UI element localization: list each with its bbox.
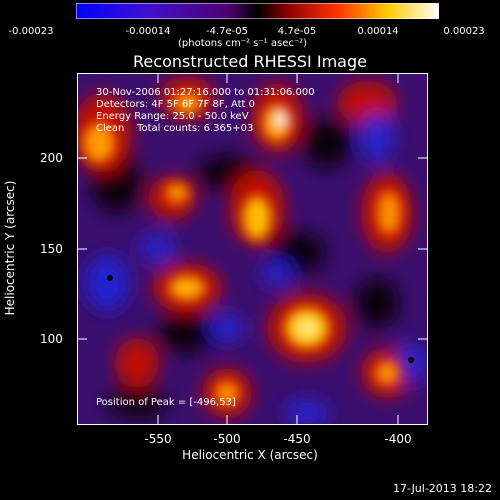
x-tick-label: -550 — [144, 432, 172, 446]
x-tick-label: -450 — [283, 432, 311, 446]
x-tick-marks — [157, 73, 399, 425]
y-tick-marks — [77, 157, 428, 340]
energy-range-text: Energy Range: 25.0 - 50.0 keV — [96, 111, 249, 122]
image-blobs — [77, 76, 428, 425]
x-tick-label: -500 — [213, 432, 241, 446]
y-tick-label: 200 — [40, 151, 63, 165]
colorbar-tick: 4.7e-05 — [277, 26, 317, 37]
colorbar — [76, 3, 439, 19]
time-range-text: 30-Nov-2006 01:27:16.000 to 01:31:06.000 — [96, 87, 315, 98]
y-tick-label: 100 — [40, 332, 63, 346]
peak-marker — [408, 357, 414, 363]
colorbar-tick: -0.00023 — [8, 26, 54, 37]
colorbar-tick: -0.00014 — [125, 26, 171, 37]
clean-counts-text: Clean Total counts: 6.365+03 — [96, 123, 254, 134]
colorbar-units: (photons cm⁻² s⁻¹ asec⁻²) — [178, 38, 308, 49]
colorbar-tick: 0.00023 — [443, 26, 485, 37]
peak-marker — [107, 275, 113, 281]
image-bright-cores — [83, 93, 401, 405]
y-axis-label: Heliocentric Y (arcsec) — [3, 180, 17, 316]
x-tick-label: -400 — [384, 432, 412, 446]
detectors-text: Detectors: 4F 5F 6F 7F 8F, Att 0 — [96, 99, 256, 110]
peak-position-text: Position of Peak = [-496,53] — [96, 397, 236, 408]
y-tick-label: 150 — [40, 242, 63, 256]
colorbar-tick: 0.00014 — [357, 26, 399, 37]
x-axis-label: Heliocentric X (arcsec) — [182, 448, 318, 462]
colorbar-tick: -4.7e-05 — [206, 26, 248, 37]
rhessi-image — [77, 73, 428, 425]
footer-timestamp: 17-Jul-2013 18:22 — [392, 482, 492, 495]
plot-title: Reconstructed RHESSI Image — [133, 52, 367, 71]
